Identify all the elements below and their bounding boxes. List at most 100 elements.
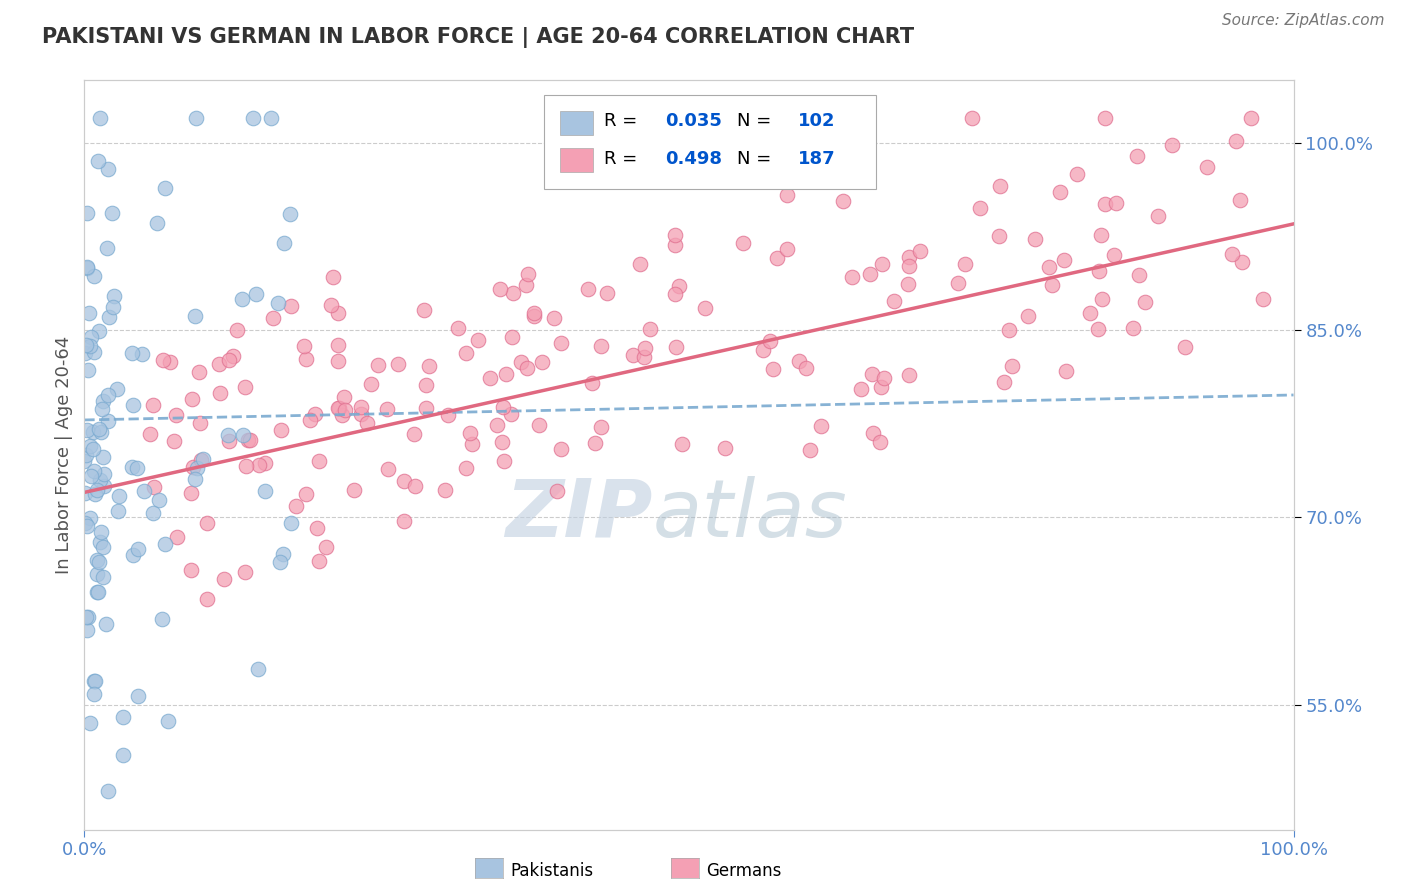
- Point: [245, 286, 267, 301]
- Point: [91, 541, 114, 555]
- Point: [1128, 268, 1150, 283]
- Point: [759, 334, 782, 348]
- Point: [193, 451, 215, 466]
- Text: R =: R =: [605, 150, 644, 168]
- Point: [150, 612, 173, 626]
- Point: [79, 511, 101, 525]
- Text: 187: 187: [797, 150, 835, 168]
- Point: [138, 427, 160, 442]
- Point: [495, 367, 517, 381]
- Point: [94, 617, 117, 632]
- Bar: [560, 111, 593, 135]
- Point: [516, 360, 538, 375]
- Point: [86, 585, 108, 599]
- Point: [765, 251, 787, 265]
- Point: [221, 349, 243, 363]
- Point: [596, 286, 619, 301]
- Point: [89, 111, 111, 125]
- Point: [90, 525, 112, 540]
- Point: [360, 377, 382, 392]
- Point: [589, 420, 612, 434]
- Point: [953, 256, 976, 270]
- Point: [84, 487, 107, 501]
- Point: [208, 357, 231, 371]
- Point: [315, 540, 337, 554]
- Point: [1056, 364, 1078, 378]
- Point: [962, 111, 984, 125]
- Point: [375, 401, 398, 416]
- Point: [103, 289, 125, 303]
- Point: [90, 425, 112, 439]
- Point: [447, 321, 470, 335]
- Point: [131, 347, 153, 361]
- Point: [897, 368, 920, 383]
- Point: [267, 295, 290, 310]
- Point: [1160, 137, 1182, 152]
- Point: [946, 276, 969, 290]
- Point: [82, 425, 104, 439]
- Point: [180, 563, 202, 577]
- Point: [218, 352, 240, 367]
- Point: [89, 555, 111, 569]
- Point: [488, 282, 510, 296]
- Point: [1094, 197, 1116, 211]
- Point: [152, 352, 174, 367]
- Point: [1147, 209, 1170, 223]
- Point: [841, 269, 863, 284]
- Point: [664, 237, 686, 252]
- Point: [235, 458, 257, 473]
- Point: [392, 474, 415, 488]
- Point: [247, 661, 270, 675]
- Point: [76, 610, 98, 624]
- Point: [93, 570, 115, 584]
- Point: [75, 448, 97, 462]
- Point: [671, 436, 693, 450]
- Point: [217, 427, 239, 442]
- Point: [776, 242, 799, 256]
- Point: [415, 401, 437, 415]
- Point: [73, 516, 96, 530]
- Point: [75, 485, 97, 500]
- Point: [1240, 111, 1263, 125]
- Point: [105, 382, 128, 396]
- Point: [628, 257, 651, 271]
- Point: [869, 379, 891, 393]
- Point: [101, 300, 124, 314]
- Point: [89, 535, 111, 549]
- Point: [634, 342, 657, 356]
- Point: [165, 408, 187, 422]
- Point: [873, 370, 896, 384]
- Point: [1088, 264, 1111, 278]
- Point: [83, 345, 105, 359]
- Point: [260, 111, 283, 125]
- Point: [458, 425, 481, 440]
- Point: [404, 479, 426, 493]
- Text: 102: 102: [797, 112, 835, 130]
- Point: [993, 375, 1015, 389]
- Point: [153, 537, 176, 551]
- Point: [501, 407, 523, 421]
- Point: [392, 514, 415, 528]
- Point: [332, 408, 354, 422]
- Point: [1066, 167, 1088, 181]
- Text: ZIP: ZIP: [505, 475, 652, 554]
- Point: [73, 346, 96, 360]
- Point: [350, 407, 373, 421]
- Point: [492, 400, 515, 414]
- Point: [402, 426, 425, 441]
- Point: [76, 205, 98, 219]
- Point: [77, 306, 100, 320]
- Point: [180, 486, 202, 500]
- Point: [125, 460, 148, 475]
- Point: [188, 417, 211, 431]
- Point: [76, 623, 98, 637]
- Point: [433, 483, 456, 497]
- Point: [1197, 160, 1219, 174]
- Point: [546, 483, 568, 498]
- Point: [583, 436, 606, 450]
- Point: [79, 439, 101, 453]
- Point: [76, 260, 98, 274]
- Point: [292, 338, 315, 352]
- Point: [581, 376, 603, 391]
- Point: [1105, 196, 1128, 211]
